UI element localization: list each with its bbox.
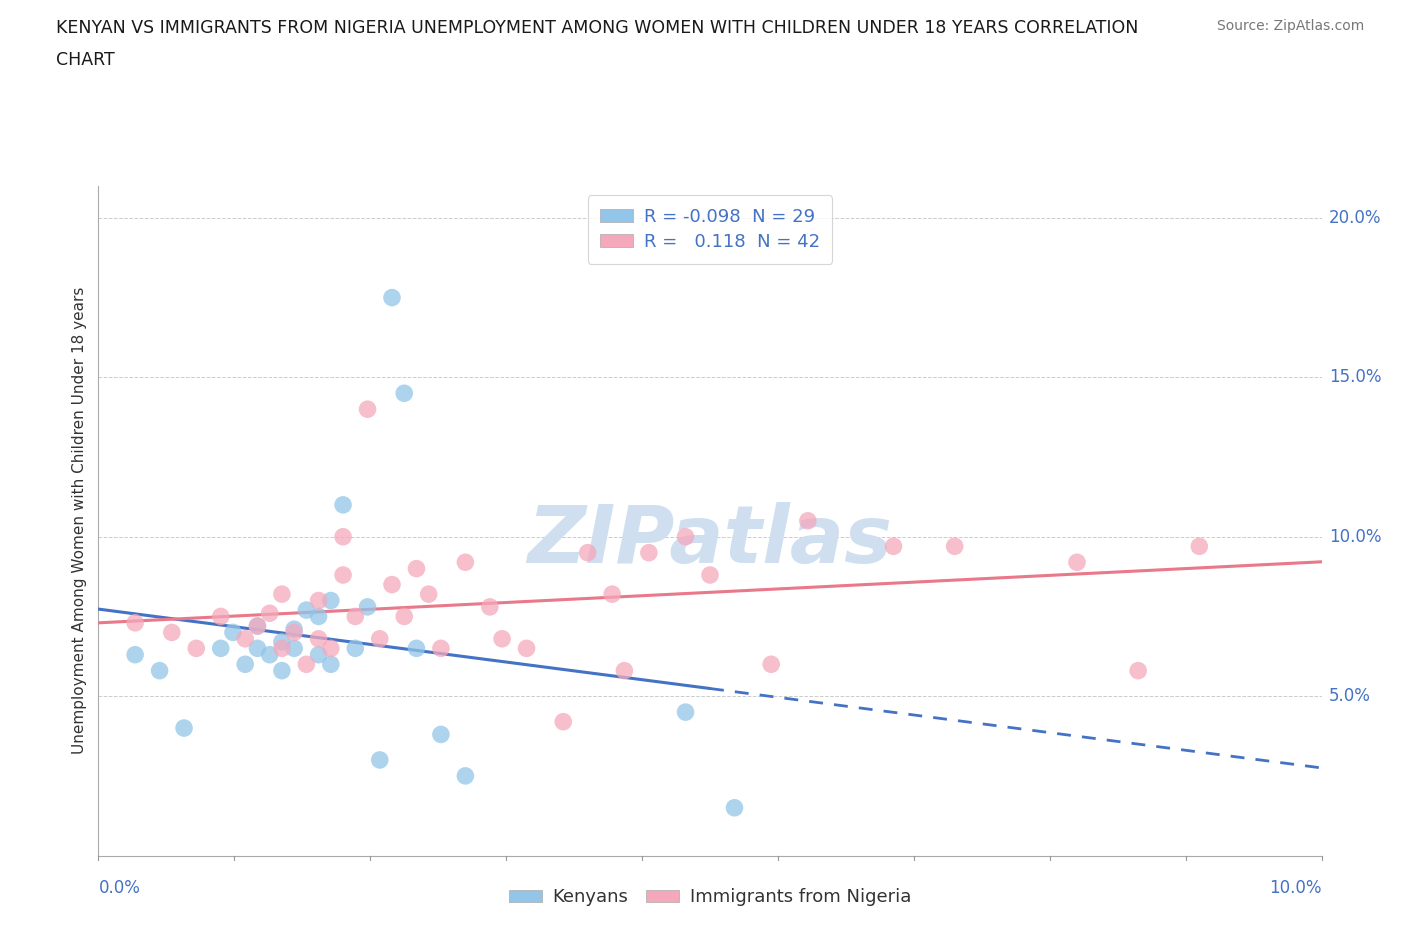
Point (283, 641, 305, 656)
Point (270, 587, 292, 602)
Point (344, 609, 367, 624)
Point (173, 721, 195, 736)
Point (759, 657, 782, 671)
Point (233, 631, 256, 646)
Point (454, 768, 477, 783)
Point (186, 641, 208, 656)
Point (319, 657, 342, 671)
Legend: Kenyans, Immigrants from Nigeria: Kenyans, Immigrants from Nigeria (502, 881, 918, 913)
Point (160, 625, 183, 640)
Point (699, 567, 721, 582)
Text: 20.0%: 20.0% (1329, 209, 1381, 227)
Point (246, 618, 269, 633)
Point (454, 555, 477, 570)
Point (344, 641, 367, 656)
Point (1066, 555, 1088, 570)
Point (478, 600, 501, 615)
Point (797, 513, 820, 528)
Point (613, 663, 636, 678)
Point (368, 631, 391, 646)
Point (637, 545, 661, 560)
Point (516, 641, 538, 656)
Point (1188, 538, 1211, 553)
Point (308, 609, 330, 624)
Point (332, 498, 354, 512)
Point (356, 402, 378, 417)
Point (270, 634, 292, 649)
Point (283, 622, 305, 637)
Point (149, 663, 172, 678)
Point (675, 705, 697, 720)
Point (723, 801, 745, 816)
Text: CHART: CHART (56, 51, 115, 69)
Point (319, 593, 342, 608)
Point (675, 529, 697, 544)
Point (1128, 663, 1150, 678)
Point (246, 641, 269, 656)
Point (222, 625, 245, 640)
Point (233, 657, 256, 671)
Point (418, 587, 440, 602)
Point (576, 545, 599, 560)
Point (308, 631, 330, 646)
Point (209, 609, 232, 624)
Point (392, 609, 416, 624)
Text: 5.0%: 5.0% (1329, 687, 1371, 705)
Text: 15.0%: 15.0% (1329, 368, 1381, 386)
Point (381, 290, 404, 305)
Text: 10.0%: 10.0% (1329, 527, 1381, 546)
Point (209, 641, 232, 656)
Point (405, 561, 427, 576)
Point (270, 663, 292, 678)
Point (319, 641, 342, 656)
Point (270, 641, 292, 656)
Point (553, 714, 575, 729)
Point (259, 605, 281, 620)
Point (368, 752, 391, 767)
Point (124, 647, 146, 662)
Text: KENYAN VS IMMIGRANTS FROM NIGERIA UNEMPLOYMENT AMONG WOMEN WITH CHILDREN UNDER 1: KENYAN VS IMMIGRANTS FROM NIGERIA UNEMPL… (56, 19, 1139, 36)
Point (259, 647, 281, 662)
Point (332, 529, 354, 544)
Point (124, 616, 146, 631)
Point (332, 567, 354, 582)
Point (295, 657, 318, 671)
Point (491, 631, 513, 646)
Point (283, 625, 305, 640)
Point (356, 600, 378, 615)
Point (600, 587, 623, 602)
Point (430, 641, 453, 656)
Point (381, 578, 404, 592)
Text: ZIPatlas: ZIPatlas (527, 502, 893, 580)
Text: Source: ZipAtlas.com: Source: ZipAtlas.com (1216, 19, 1364, 33)
Text: 10.0%: 10.0% (1270, 879, 1322, 897)
Point (246, 618, 269, 633)
Point (392, 386, 416, 401)
Point (943, 538, 966, 553)
Text: 0.0%: 0.0% (98, 879, 141, 897)
Point (405, 641, 427, 656)
Point (308, 647, 330, 662)
Point (883, 538, 905, 553)
Point (430, 727, 453, 742)
Point (308, 593, 330, 608)
Y-axis label: Unemployment Among Women with Children Under 18 years: Unemployment Among Women with Children U… (72, 287, 87, 754)
Point (295, 603, 318, 618)
